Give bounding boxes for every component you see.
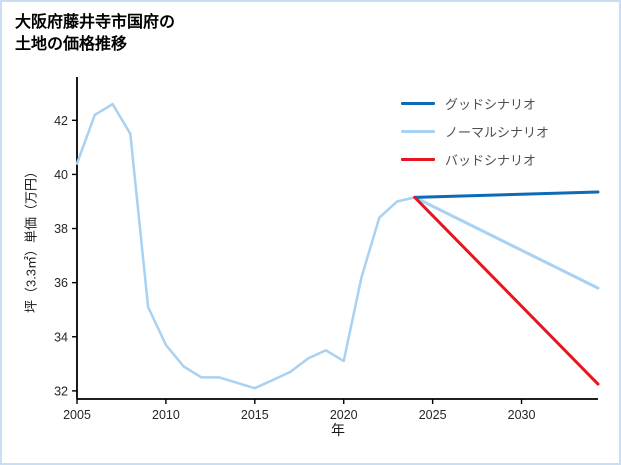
x-tick-label: 2020 [330, 408, 358, 422]
legend-label: グッドシナリオ [445, 97, 537, 112]
y-tick-label: 42 [54, 114, 68, 128]
y-axis-label: 坪（3.3㎡）単価（万円） [23, 164, 39, 314]
chart-title: 大阪府藤井寺市国府の 土地の価格推移 [15, 12, 175, 56]
x-tick-label: 2015 [241, 408, 269, 422]
x-tick-label: 2030 [508, 408, 536, 422]
chart-title-line1: 大阪府藤井寺市国府の [15, 14, 176, 31]
legend-item: バッドシナリオ [401, 150, 549, 169]
series-line-normal [413, 195, 600, 290]
chart-title-line2: 土地の価格推移 [15, 36, 128, 53]
series-line-good [413, 190, 600, 199]
legend-line-swatch [401, 129, 435, 134]
legend-item: グッドシナリオ [401, 94, 549, 113]
legend-label: バッドシナリオ [445, 153, 537, 168]
legend-line-swatch [401, 157, 435, 162]
y-tick-label: 34 [54, 330, 68, 344]
y-tick-label: 40 [54, 168, 68, 182]
x-axis-label: 年 [331, 422, 345, 438]
y-tick-label: 32 [54, 384, 68, 398]
y-tick-label: 36 [54, 276, 68, 290]
series-line-history [75, 102, 417, 390]
legend-label: ノーマルシナリオ [445, 125, 550, 140]
legend-line-swatch [401, 101, 435, 106]
x-tick-label: 2005 [63, 408, 91, 422]
y-tick-label: 38 [54, 222, 68, 236]
legend-item: ノーマルシナリオ [401, 122, 549, 141]
series-line-bad [413, 195, 600, 386]
chart-legend: グッドシナリオ ノーマルシナリオ バッドシナリオ [401, 94, 549, 169]
x-tick-label: 2010 [152, 408, 180, 422]
x-tick-label: 2025 [419, 408, 447, 422]
